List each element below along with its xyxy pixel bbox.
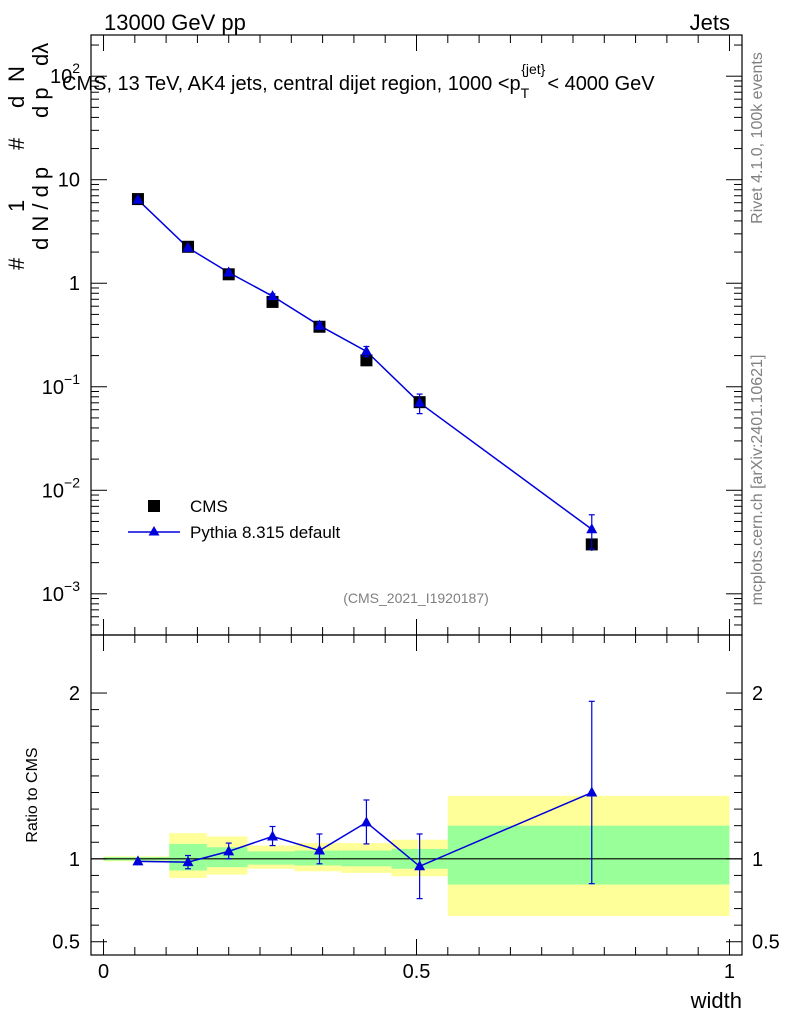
pythia-point-0 xyxy=(132,193,144,204)
pythia-point-2 xyxy=(223,266,235,277)
ratio-point-3 xyxy=(267,830,279,841)
header-right-label: Jets xyxy=(690,10,730,35)
chart-title: CMS, 13 TeV, AK4 jets, central dijet reg… xyxy=(62,61,655,101)
main-y-tick-label-1: 10−2 xyxy=(42,474,80,502)
main-y-tick-base-5: 10 xyxy=(50,66,72,88)
ratio-band-inner-4 xyxy=(294,850,342,866)
ratio-pythia-line xyxy=(137,791,593,868)
main-y-tick-base-1: 10 xyxy=(42,480,64,502)
ylabel-dlambda: dλ xyxy=(28,43,53,66)
pythia-point-7 xyxy=(586,523,598,534)
ratio-y-tick-label-left-0: 0.5 xyxy=(52,932,80,954)
main-y-tick-label-3: 1 xyxy=(69,273,80,295)
header-left-label: 13000 GeV pp xyxy=(104,10,246,35)
ratio-y-tick-label-right-0: 0.5 xyxy=(752,932,780,954)
chart-title-sup: {jet} xyxy=(521,61,545,77)
legend-cms-marker xyxy=(148,500,160,512)
ratio-point-6 xyxy=(414,860,426,871)
legend-pythia-marker xyxy=(148,526,160,536)
pythia-point-5 xyxy=(360,345,372,356)
ratio-y-tick-label-left-1: 1 xyxy=(69,849,80,871)
x-tick-label-2: 1 xyxy=(724,961,735,983)
main-y-tick-base-2: 10 xyxy=(42,377,64,399)
ratio-point-4 xyxy=(313,844,325,855)
ratio-series-marks xyxy=(132,700,598,900)
main-panel-border xyxy=(90,34,743,636)
ratio-point-0 xyxy=(132,855,144,866)
main-y-tick-exp-2: −1 xyxy=(64,371,80,387)
main-y-tick-label-5: 102 xyxy=(50,60,80,88)
ylabel-hash-1: # xyxy=(4,257,29,270)
main-y-tick-base-0: 10 xyxy=(42,584,64,606)
analysis-id-label: (CMS_2021_I1920187) xyxy=(343,590,489,606)
x-axis-label: width xyxy=(690,988,742,1013)
ratio-y-tick-label-right-1: 1 xyxy=(752,849,763,871)
main-y-tick-base-4: 10 xyxy=(58,170,80,192)
main-y-tick-exp-0: −3 xyxy=(64,578,80,594)
legend-pythia-label: Pythia 8.315 default xyxy=(190,523,341,542)
ratio-band-inner-3 xyxy=(247,851,295,865)
ylabel-hash-2: # xyxy=(4,137,29,150)
ratio-point-7 xyxy=(586,786,598,797)
x-tick-label-0: 0 xyxy=(98,961,109,983)
main-series-marks xyxy=(131,193,598,551)
chart-title-tail: < 4000 GeV xyxy=(547,73,655,95)
chart-title-sub: T xyxy=(521,85,530,101)
main-y-axis-label: # 1 d N / d p # d N d p dλ xyxy=(4,43,53,270)
ratio-band-inner-2 xyxy=(206,847,248,868)
ratio-point-2 xyxy=(223,845,235,856)
ratio-panel-frame: 0 0.5 1 0.5 0.5 1 1 2 2 xyxy=(52,634,780,983)
ylabel-one: 1 xyxy=(4,200,29,212)
ratio-band-inner-7 xyxy=(447,825,730,885)
pythia-point-4 xyxy=(313,319,325,330)
x-tick-label-1: 0.5 xyxy=(403,961,431,983)
pythia-point-1 xyxy=(182,241,194,252)
ratio-y-tick-label-right-2: 2 xyxy=(752,683,763,705)
rivet-version-label: Rivet 4.1.0, 100k events xyxy=(749,52,766,224)
ratio-point-1 xyxy=(182,856,194,867)
chart-title-main: CMS, 13 TeV, AK4 jets, central dijet reg… xyxy=(62,73,521,95)
legend-cms-label: CMS xyxy=(190,497,228,516)
ylabel-n: N xyxy=(4,66,29,82)
ylabel-dn-dpt: d N / d p xyxy=(28,167,53,250)
ratio-uncertainty-bands xyxy=(91,795,742,917)
main-y-tick-label-4: 10 xyxy=(58,170,80,192)
mcplots-label: mcplots.cern.ch [arXiv:2401.10621] xyxy=(749,355,766,606)
ylabel-d2: d xyxy=(4,96,29,108)
pythia-point-3 xyxy=(267,290,279,301)
main-y-tick-exp-5: 2 xyxy=(72,60,80,76)
ylabel-dpt: d p xyxy=(28,87,53,118)
ratio-y-tick-label-left-2: 2 xyxy=(69,683,80,705)
main-y-tick-base-3: 1 xyxy=(69,273,80,295)
main-y-tick-label-0: 10−3 xyxy=(42,578,80,606)
pythia-line xyxy=(137,199,593,530)
ratio-y-axis-label: Ratio to CMS xyxy=(24,747,41,842)
legend: CMS Pythia 8.315 default xyxy=(128,497,341,542)
main-y-tick-exp-1: −2 xyxy=(64,474,80,490)
main-y-tick-label-2: 10−1 xyxy=(42,371,80,399)
ratio-point-5 xyxy=(360,816,372,827)
pythia-point-6 xyxy=(414,396,426,407)
